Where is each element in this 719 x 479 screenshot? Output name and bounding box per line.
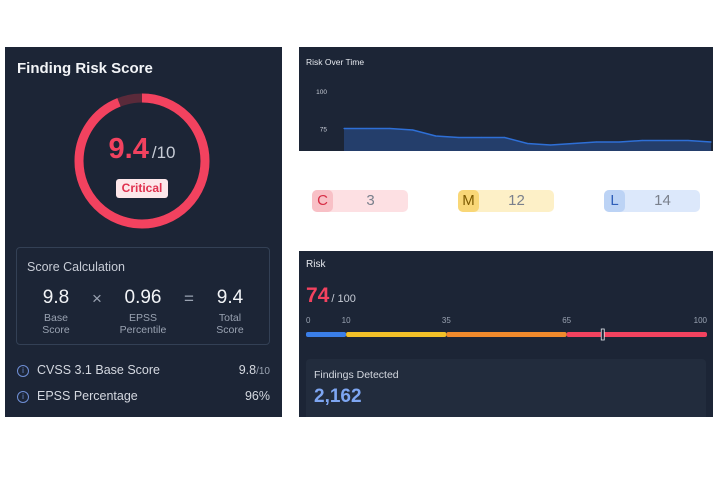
epss-label-2: Percentile: [119, 324, 167, 336]
multiply-operator: ×: [92, 289, 102, 308]
gauge-fill: [74, 93, 210, 229]
cvss-value: 9.8/10: [239, 363, 270, 377]
risk-point: [710, 141, 712, 143]
medium-letter: M: [458, 190, 479, 212]
base-score-label-2: Score: [42, 324, 70, 336]
risk-area: [344, 128, 711, 151]
epss-row: i EPSS Percentage 96%: [17, 389, 270, 407]
risk-title: Risk: [306, 259, 326, 270]
critical-letter: C: [312, 190, 333, 212]
cvss-suffix: /10: [256, 366, 270, 377]
low-count-badge[interactable]: L 14: [604, 190, 700, 212]
cvss-row: i CVSS 3.1 Base Score 9.8/10: [17, 363, 270, 381]
score-calculation-box: Score Calculation 9.8 Base Score × 0.96 …: [16, 247, 270, 345]
calc-title: Score Calculation: [27, 260, 125, 274]
risk-score: 74/ 100: [306, 284, 356, 308]
risk-point: [572, 142, 574, 145]
epss-label-1: EPSS: [128, 312, 157, 324]
risk-point: [435, 135, 437, 137]
risk-point: [458, 136, 460, 139]
scale-tick-label: 35: [442, 316, 451, 325]
risk-value: 74: [306, 284, 330, 307]
y-tick-label: 75: [320, 127, 328, 134]
risk-point: [641, 139, 643, 142]
scale-tick-label: 65: [562, 316, 571, 325]
severity-badge: Critical: [116, 179, 168, 198]
risk-point: [664, 139, 666, 142]
risk-point: [503, 136, 506, 139]
risk-point: [526, 142, 529, 145]
epss-percentage-label: EPSS Percentage: [37, 389, 138, 403]
findings-title: Findings Detected: [314, 369, 399, 381]
epss-col: 0.96 EPSS Percentile: [108, 287, 178, 336]
risk-over-time-chart: 100 75: [316, 89, 712, 151]
risk-point: [343, 127, 345, 130]
risk-point: [687, 139, 689, 142]
risk-point: [412, 129, 414, 131]
scale-tick-label: 100: [694, 316, 708, 325]
risk-score-gauge: 9.4/10 Critical: [72, 91, 212, 231]
risk-over-time-card: Risk Over Time 100 75: [299, 47, 713, 151]
epss-percentage-value: 96%: [244, 389, 270, 403]
y-tick-label: 100: [316, 89, 327, 96]
critical-count: 3: [366, 192, 375, 209]
scale-tick-label: 10: [342, 316, 351, 325]
risk-point: [366, 127, 368, 130]
risk-scale-bar: 0 10 35 65 100: [306, 316, 708, 341]
info-icon[interactable]: i: [17, 365, 29, 377]
base-score-value: 9.8: [42, 287, 70, 308]
risk-point: [595, 141, 597, 143]
risk-point: [481, 136, 483, 139]
total-score-value: 9.4: [216, 287, 244, 308]
cvss-number: 9.8: [238, 363, 257, 377]
gauge-ring: [74, 93, 210, 229]
total-score-label-1: Total: [218, 312, 242, 324]
cvss-label: CVSS 3.1 Base Score: [37, 363, 160, 377]
findings-value: 2,162: [314, 386, 362, 407]
low-count: 14: [654, 192, 671, 209]
info-icon[interactable]: i: [17, 391, 29, 403]
score-max: /10: [151, 143, 176, 162]
scale-segment: [346, 332, 447, 337]
score-value: 9.4: [108, 133, 149, 165]
epss-value: 0.96: [124, 287, 162, 308]
scale-segment: [566, 332, 707, 337]
scale-segment: [306, 332, 347, 337]
low-letter: L: [604, 190, 625, 212]
total-score-col: 9.4 Total Score: [195, 287, 265, 336]
chart-title: Risk Over Time: [306, 57, 365, 67]
findings-detected-box: Findings Detected 2,162: [306, 359, 706, 417]
scale-tick-label: 0: [306, 316, 311, 325]
base-score-label-1: Base: [44, 312, 68, 324]
risk-point: [549, 144, 552, 146]
risk-max: / 100: [331, 293, 356, 305]
scale-marker: [600, 328, 605, 341]
score-display: 9.4/10: [72, 133, 212, 166]
medium-count-badge[interactable]: M 12: [458, 190, 554, 212]
finding-risk-score-card: Finding Risk Score 9.4/10 Critical Score…: [5, 47, 282, 417]
risk-point: [389, 127, 391, 130]
card-title: Finding Risk Score: [17, 60, 153, 77]
risk-card: Risk 74/ 100 0 10 35 65 100 Findings Detecte…: [299, 251, 713, 417]
base-score-col: 9.8 Base Score: [21, 287, 91, 336]
equals-operator: =: [184, 289, 194, 308]
total-score-label-2: Score: [216, 324, 244, 336]
critical-count-badge[interactable]: C 3: [312, 190, 408, 212]
scale-segment: [446, 332, 567, 337]
risk-point: [618, 141, 620, 143]
medium-count: 12: [508, 192, 525, 209]
